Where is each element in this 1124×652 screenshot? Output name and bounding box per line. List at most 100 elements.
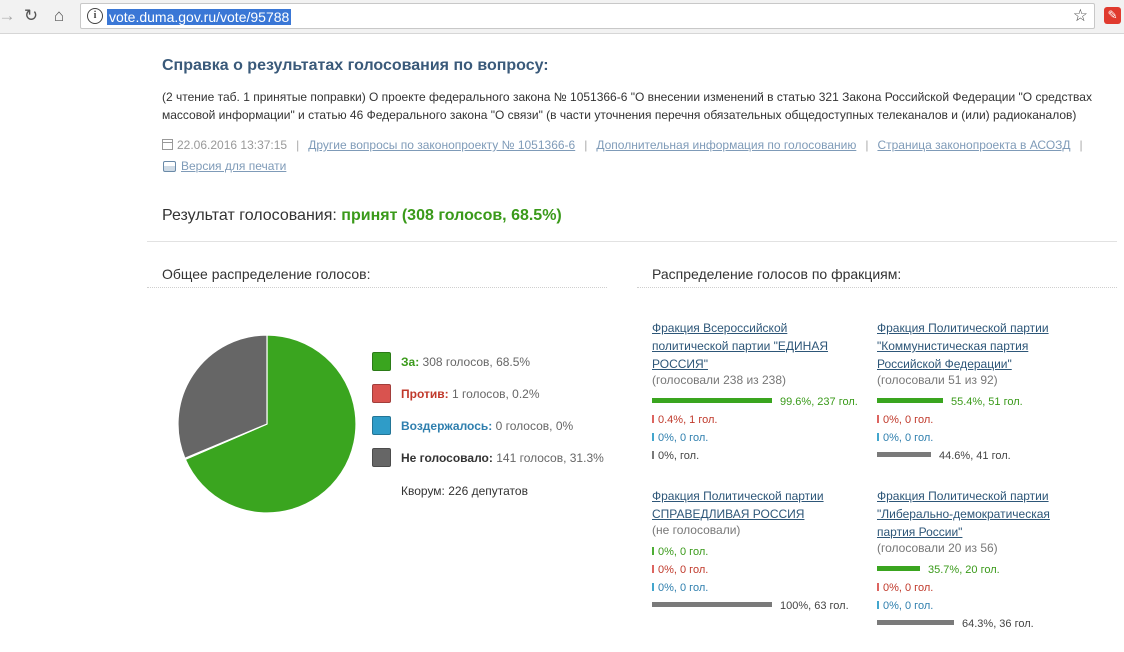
address-bar[interactable]: i vote.duma.gov.ru/vote/95788 ☆: [80, 3, 1095, 29]
faction-link[interactable]: Фракция Политической партии "Либерально-…: [877, 489, 1050, 539]
additional-info-link[interactable]: Дополнительная информация по голосованию: [596, 138, 857, 152]
extension-icon[interactable]: ✎: [1104, 7, 1121, 24]
faction-row-no: 0%, 0 гол.: [877, 411, 1072, 429]
faction-abstain-text: 0%, 0 гол.: [883, 432, 934, 444]
legend-label: Против:: [401, 387, 449, 401]
faction-bar-not-voted: [877, 620, 954, 625]
faction-row-not-voted: 64.3%, 36 гол.: [877, 615, 1072, 633]
faction-participation: (голосовали 20 из 56): [877, 541, 998, 555]
faction-bar-abstain: [652, 433, 654, 441]
legend-label: Не голосовало:: [401, 451, 493, 465]
faction-abstain-text: 0%, 0 гол.: [658, 432, 709, 444]
info-icon[interactable]: i: [87, 8, 103, 24]
faction-bar-abstain: [652, 583, 654, 591]
result-value: принят (308 голосов, 68.5%): [341, 207, 562, 224]
faction-bar-yes: [652, 398, 772, 403]
asozd-page-link[interactable]: Страница законопроекта в АСОЗД: [877, 138, 1071, 152]
faction-row-not-voted: 100%, 63 гол.: [652, 597, 849, 615]
legend-swatch-no: [372, 384, 391, 403]
faction-participation: (голосовали 51 из 92): [877, 373, 998, 387]
faction-abstain-text: 0%, 0 гол.: [883, 600, 934, 612]
meta-row: 22.06.2016 13:37:15 | Другие вопросы по за…: [162, 138, 1092, 152]
legend-no: Против: 1 голосов, 0.2%: [372, 384, 540, 403]
faction-row-yes: 0%, 0 гол.: [652, 543, 847, 561]
faction-link[interactable]: Фракция Всероссийской политической парти…: [652, 321, 829, 371]
legend-swatch-not-voted: [372, 448, 391, 467]
faction-abstain-text: 0%, 0 гол.: [658, 582, 709, 594]
legend-swatch-abstain: [372, 416, 391, 435]
divider-left: [147, 287, 607, 288]
faction-not-voted-text: 44.6%, 41 гол.: [939, 450, 1011, 462]
url-text[interactable]: vote.duma.gov.ru/vote/95788: [107, 9, 292, 25]
faction-no-text: 0.4%, 1 гол.: [658, 414, 718, 426]
divider-right: [637, 287, 1117, 288]
faction-row-yes: 99.6%, 237 гол.: [652, 393, 858, 411]
faction-bar-yes: [877, 398, 943, 403]
vote-description: (2 чтение таб. 1 принятые поправки) О пр…: [162, 90, 1092, 122]
faction-link[interactable]: Фракция Политической партии "Коммунистич…: [877, 321, 1049, 371]
legend-value: 1 голосов, 0.2%: [451, 387, 540, 401]
faction-bar-no: [652, 565, 654, 573]
faction-bar-not-voted: [652, 451, 654, 459]
legend-value: 308 голосов, 68.5%: [422, 355, 531, 369]
faction-not-voted-text: 100%, 63 гол.: [780, 600, 849, 612]
faction-not-voted-text: 0%, гол.: [658, 450, 700, 462]
faction-bar-no: [877, 583, 879, 591]
legend-value: 141 голосов, 31.3%: [496, 451, 604, 465]
legend-value: 0 голосов, 0%: [495, 419, 574, 433]
legend-yes: За: 308 голосов, 68.5%: [372, 352, 530, 371]
faction-row-no: 0.4%, 1 гол.: [652, 411, 847, 429]
faction-yes-text: 99.6%, 237 гол.: [780, 396, 858, 408]
faction-participation: (не голосовали): [652, 523, 741, 537]
result-label: Результат голосования:: [162, 207, 337, 224]
divider: [147, 241, 1117, 242]
quorum-text: Кворум: 226 депутатов: [401, 484, 528, 498]
printer-icon: [163, 161, 176, 172]
faction-no-text: 0%, 0 гол.: [883, 414, 934, 426]
legend-label: За:: [401, 355, 420, 369]
faction-row-not-voted: 0%, гол.: [652, 447, 847, 465]
reload-icon[interactable]: ↻: [23, 6, 39, 25]
legend-swatch-yes: [372, 352, 391, 371]
faction-bar-yes: [652, 547, 654, 555]
calendar-icon: [162, 139, 173, 150]
faction-card: Фракция Политической партии "Либерально-…: [877, 487, 1072, 633]
faction-row-abstain: 0%, 0 гол.: [877, 597, 1072, 615]
faction-row-yes: 35.7%, 20 гол.: [877, 561, 1072, 579]
faction-row-not-voted: 44.6%, 41 гол.: [877, 447, 1072, 465]
faction-card: Фракция Политической партии "Коммунистич…: [877, 319, 1072, 465]
factions-heading: Распределение голосов по фракциям:: [652, 266, 902, 282]
faction-row-abstain: 0%, 0 гол.: [877, 429, 1072, 447]
faction-bar-abstain: [877, 601, 879, 609]
faction-yes-text: 35.7%, 20 гол.: [928, 564, 1000, 576]
faction-row-no: 0%, 0 гол.: [652, 561, 847, 579]
other-questions-link[interactable]: Другие вопросы по законопроекту № 105136…: [308, 138, 576, 152]
faction-bar-no: [877, 415, 879, 423]
faction-row-no: 0%, 0 гол.: [877, 579, 1072, 597]
faction-bar-no: [652, 415, 654, 423]
legend-not-voted: Не голосовало: 141 голосов, 31.3%: [372, 448, 604, 467]
faction-bar-not-voted: [877, 452, 931, 457]
faction-no-text: 0%, 0 гол.: [883, 582, 934, 594]
vote-pie-chart: [177, 334, 357, 514]
pie-slice-not-voted: [177, 334, 268, 460]
faction-no-text: 0%, 0 гол.: [658, 564, 709, 576]
overall-heading: Общее распределение голосов:: [162, 266, 371, 282]
faction-link[interactable]: Фракция Политической партии СПРАВЕДЛИВАЯ…: [652, 489, 824, 521]
legend-abstain: Воздержалось: 0 голосов, 0%: [372, 416, 573, 435]
faction-bar-not-voted: [652, 602, 772, 607]
bookmark-star-icon[interactable]: ☆: [1072, 6, 1088, 25]
back-icon[interactable]: →: [0, 6, 16, 25]
faction-yes-text: 0%, 0 гол.: [658, 546, 709, 558]
page-title: Справка о результатах голосования по воп…: [162, 57, 549, 74]
faction-not-voted-text: 64.3%, 36 гол.: [962, 618, 1034, 630]
home-icon[interactable]: ⌂: [53, 6, 65, 25]
vote-result: Результат голосования: принят (308 голос…: [162, 207, 562, 225]
faction-participation: (голосовали 238 из 238): [652, 373, 787, 387]
legend-label: Воздержалось:: [401, 419, 493, 433]
faction-row-yes: 55.4%, 51 гол.: [877, 393, 1072, 411]
print-version-link[interactable]: Версия для печати: [181, 159, 287, 173]
faction-bar-yes: [877, 566, 920, 571]
print-row: Версия для печати: [163, 159, 286, 173]
faction-row-abstain: 0%, 0 гол.: [652, 429, 847, 447]
